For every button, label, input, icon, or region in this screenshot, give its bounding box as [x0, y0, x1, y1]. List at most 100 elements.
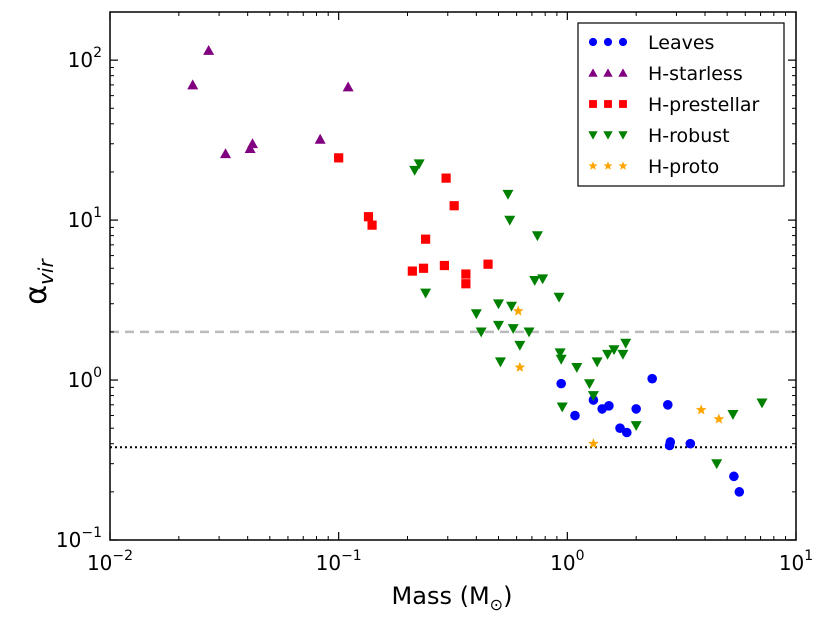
legend-box — [577, 22, 785, 187]
h-proto-point — [713, 413, 725, 424]
h-robust-point — [617, 349, 629, 360]
h-prestellar-point — [441, 173, 451, 183]
leaves-point — [662, 400, 673, 410]
legend-entry-h-prestellar: H-prestellar — [589, 94, 760, 116]
h-robust-point — [602, 349, 614, 360]
h-robust-point — [556, 402, 568, 413]
h-robust-point — [553, 292, 565, 303]
legend-marker — [603, 161, 613, 170]
h-robust-point — [494, 357, 506, 368]
h-robust-point — [502, 189, 514, 200]
legend-marker — [603, 131, 613, 140]
h-starless-point — [314, 133, 326, 144]
x-tick-label: 10−1 — [316, 548, 362, 575]
h-prestellar-point — [407, 266, 417, 276]
series-leaves — [556, 373, 745, 497]
leaves-point — [734, 487, 745, 497]
legend-marker — [603, 68, 613, 77]
x-tick-label: 101 — [779, 548, 813, 575]
data-points — [187, 44, 768, 497]
legend-marker — [603, 37, 613, 47]
series-h-robust — [409, 159, 768, 470]
h-robust-point — [591, 357, 603, 368]
legend-marker — [604, 100, 612, 108]
h-robust-point — [620, 338, 632, 349]
h-robust-point — [571, 362, 583, 373]
plot-frame — [109, 11, 797, 541]
h-proto-point — [512, 305, 524, 316]
h-robust-point — [711, 459, 723, 470]
h-robust-point — [583, 379, 595, 390]
h-robust-point — [492, 320, 504, 331]
legend-marker — [618, 161, 628, 170]
h-prestellar-point — [449, 201, 459, 211]
axis-ticks — [109, 12, 797, 541]
y-tick-label: 100 — [68, 365, 102, 392]
legend-label: H-robust — [648, 125, 730, 147]
y-axis-label: αvir — [19, 258, 58, 305]
h-prestellar-point — [461, 269, 471, 279]
y-tick-label: 101 — [68, 205, 102, 232]
h-robust-point — [537, 274, 549, 285]
h-robust-point — [756, 398, 768, 409]
legend-label: H-proto — [648, 156, 719, 178]
h-robust-point — [409, 165, 421, 176]
h-proto-point — [695, 404, 707, 415]
h-robust-point — [727, 409, 739, 420]
leaves-point — [556, 378, 566, 389]
legend-entry-h-proto: H-proto — [588, 156, 719, 178]
legend-label: H-prestellar — [648, 94, 760, 116]
h-starless-point — [187, 79, 199, 90]
leaves-point — [685, 438, 696, 449]
legend-marker — [618, 37, 628, 47]
leaves-point — [622, 427, 632, 438]
legend: Leaves H-starless H-prestellar H-robust H-pr… — [577, 22, 785, 187]
h-proto-point — [588, 438, 599, 449]
legend-marker — [618, 131, 628, 140]
h-robust-point — [630, 421, 642, 431]
h-robust-point — [420, 288, 432, 299]
h-robust-point — [413, 159, 425, 170]
series-h-proto — [512, 305, 725, 449]
h-robust-point — [529, 275, 541, 286]
legend-marker — [588, 37, 598, 47]
h-prestellar-point — [363, 212, 374, 222]
y-tick-label: 102 — [68, 45, 102, 72]
x-axis-label: Mass (M⊙) — [392, 582, 513, 614]
h-starless-point — [247, 138, 259, 149]
legend-label: Leaves — [648, 32, 714, 54]
h-starless-point — [203, 44, 215, 55]
legend-label: H-starless — [648, 63, 743, 85]
legend-marker — [588, 161, 598, 170]
h-robust-point — [504, 215, 516, 226]
leaves-point — [729, 471, 739, 482]
h-robust-point — [531, 231, 543, 242]
h-robust-point — [492, 299, 504, 310]
series-h-starless — [187, 44, 354, 159]
legend-marker — [619, 100, 627, 108]
h-robust-point — [554, 348, 566, 359]
y-tick-label: 10−1 — [56, 525, 102, 552]
legend-entry-h-robust: H-robust — [588, 125, 730, 147]
reference-lines — [110, 330, 796, 449]
h-prestellar-point — [421, 234, 431, 244]
h-starless-point — [220, 148, 232, 159]
h-robust-point — [587, 391, 599, 402]
h-prestellar-point — [418, 263, 429, 273]
leaves-point — [604, 401, 614, 411]
leaves-point — [631, 404, 641, 414]
x-tick-label: 10−2 — [87, 548, 133, 575]
h-robust-point — [608, 345, 620, 356]
legend-marker — [589, 100, 597, 108]
leaves-point — [647, 373, 657, 384]
x-tick-label: 100 — [550, 548, 584, 575]
h-robust-point — [475, 327, 487, 338]
h-prestellar-point — [367, 220, 377, 230]
legend-entry-leaves: Leaves — [588, 32, 714, 54]
h-robust-point — [507, 324, 519, 335]
h-robust-point — [514, 340, 526, 351]
legend-entry-h-starless: H-starless — [588, 63, 743, 85]
h-prestellar-point — [483, 259, 493, 269]
